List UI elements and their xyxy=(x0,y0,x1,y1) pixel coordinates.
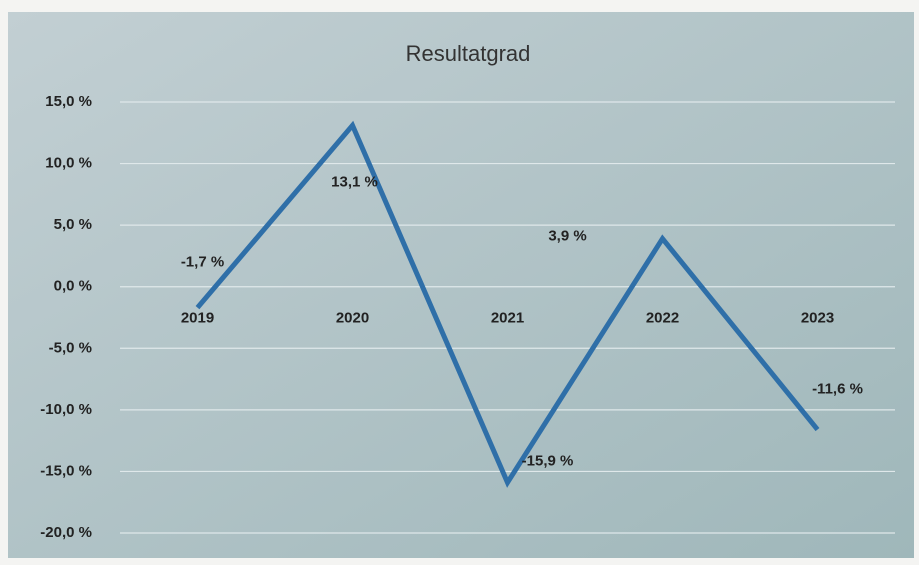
y-tick-label: -10,0 % xyxy=(40,401,92,418)
y-tick-label: 0,0 % xyxy=(54,278,92,295)
y-tick-label: -15,0 % xyxy=(40,462,92,479)
y-tick-label: -20,0 % xyxy=(40,524,92,541)
data-label: 13,1 % xyxy=(331,173,378,190)
x-tick-label: 2021 xyxy=(491,310,524,327)
y-tick-label: 5,0 % xyxy=(54,216,92,233)
chart-background xyxy=(8,12,914,558)
data-label: -1,7 % xyxy=(181,254,224,271)
y-tick-label: -5,0 % xyxy=(49,339,92,356)
x-tick-label: 2022 xyxy=(646,310,679,327)
x-tick-label: 2020 xyxy=(336,310,369,327)
y-tick-label: 15,0 % xyxy=(45,93,92,110)
data-label: -15,9 % xyxy=(522,452,574,469)
data-label: 3,9 % xyxy=(548,228,586,245)
chart-title: Resultatgrad xyxy=(406,41,531,66)
data-line xyxy=(195,120,820,488)
x-tick-label: 2019 xyxy=(181,310,214,327)
x-tick-label: 2023 xyxy=(801,310,834,327)
y-tick-label: 10,0 % xyxy=(45,155,92,172)
data-label: -11,6 % xyxy=(812,381,863,398)
